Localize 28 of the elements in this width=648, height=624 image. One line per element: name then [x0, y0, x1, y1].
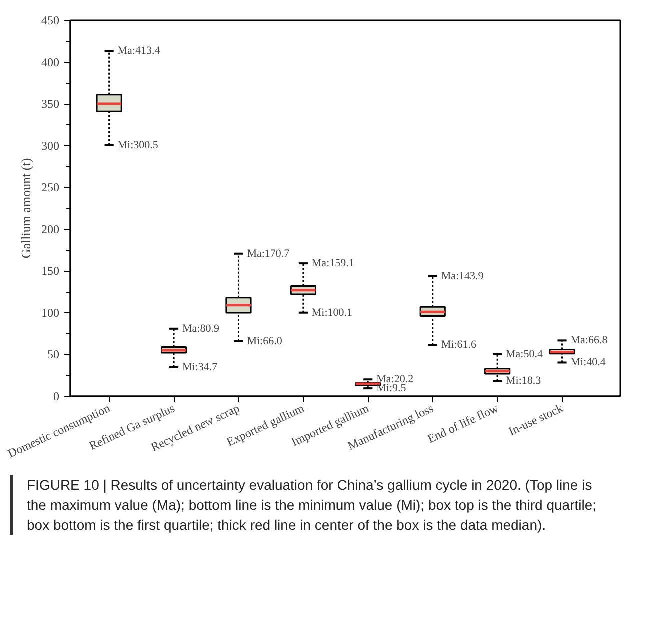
- y-tick-label: 450: [42, 14, 60, 28]
- annotation: Mi:40.4: [570, 356, 606, 369]
- annotation: Mi:18.3: [506, 375, 542, 388]
- annotation: Ma:50.4: [506, 348, 544, 360]
- annotation: Ma:159.1: [312, 258, 354, 270]
- y-tick-label: 150: [42, 264, 60, 278]
- y-axis-title: Gallium amount (t): [18, 158, 34, 259]
- y-tick-label: 400: [42, 55, 60, 70]
- annotation: Ma:66.8: [570, 334, 608, 347]
- annotation: Mi:61.6: [441, 339, 477, 352]
- annotation: Ma:170.7: [247, 248, 290, 260]
- annotation: Ma:143.9: [441, 270, 484, 282]
- annotation: Mi:100.1: [312, 306, 353, 319]
- y-tick-label: 200: [42, 222, 60, 236]
- y-tick-label: 250: [42, 180, 60, 195]
- y-tick-label: 0: [54, 390, 60, 404]
- y-tick-label: 300: [42, 138, 60, 153]
- y-tick-label: 350: [42, 97, 60, 112]
- annotation: Ma:413.4: [118, 45, 161, 58]
- annotation: Mi:66.0: [247, 335, 283, 348]
- y-tick-label: 100: [42, 306, 60, 320]
- annotation: Mi:9.5: [376, 382, 407, 395]
- y-tick-label: 50: [48, 348, 60, 362]
- annotation: Mi:34.7: [182, 362, 218, 374]
- x-tick-label: In-use stock: [506, 401, 566, 438]
- annotation: Ma:80.9: [182, 322, 220, 335]
- caption: FIGURE 10 | Results of uncertainty evaluation for China’s gallium cycle in 2020. (Top line is the maximum value (Ma); bottom line is the minimum value (Mi); box top is the third quartile; box bottom is the first quartile; thick red line in center of the box is the data median).: [27, 476, 598, 535]
- annotation: Mi:300.5: [118, 139, 159, 152]
